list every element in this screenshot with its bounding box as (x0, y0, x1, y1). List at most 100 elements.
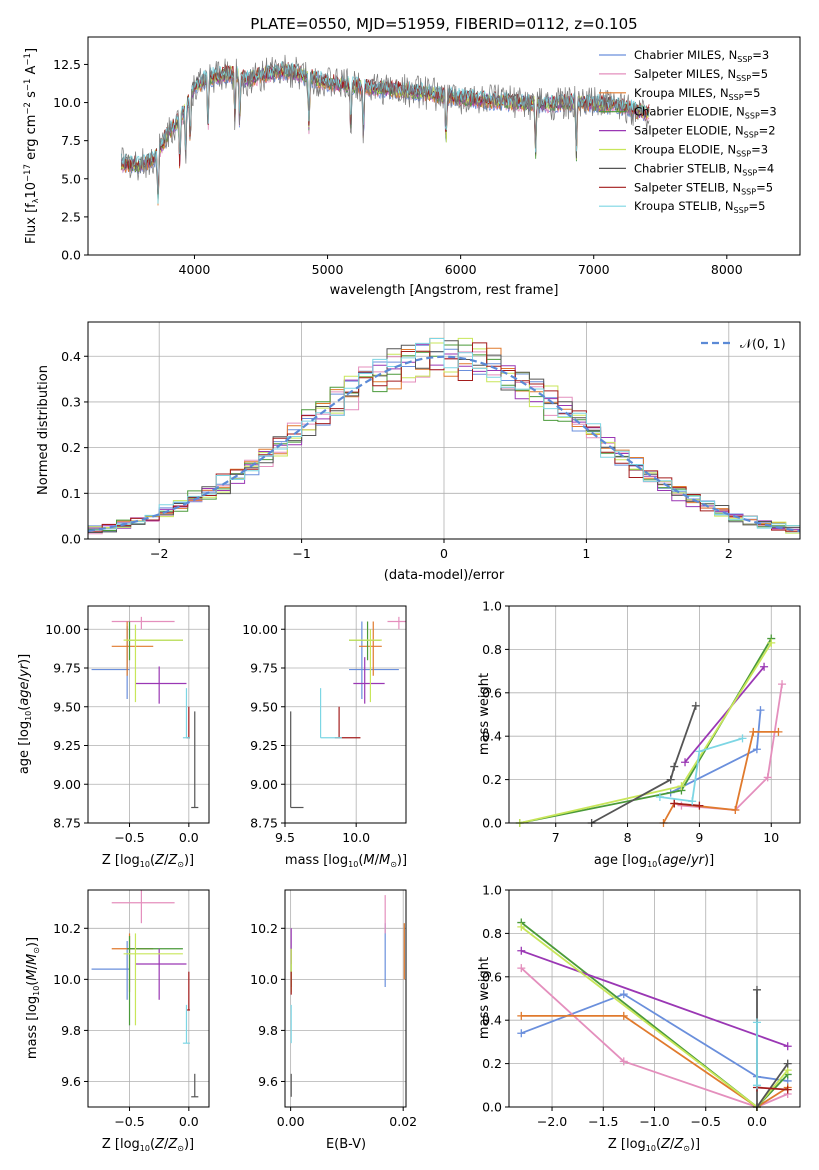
p2-ytick-label: 0.3 (61, 394, 81, 409)
p1-xtick-label: 5000 (312, 262, 344, 277)
p8-line-salpeter-elodie (520, 949, 789, 1048)
age-z-panel: −0.5 0.0 8.75 9.00 9.25 9.50 9.75 10.00 Z [log1… (17, 605, 210, 869)
legend-label-chabrier-stelib: Chabrier STELIB, NSSP=4 (634, 161, 774, 177)
p5-marker-chabrier-miles (752, 745, 761, 754)
p3-ytick-label: 9.25 (53, 738, 81, 753)
mass-z-ylabel: mass [log10(M/M⊙)] (25, 937, 41, 1059)
p5-marker-kroupa-stelib (655, 792, 664, 801)
p5-marker-kroupa-elodie (677, 782, 686, 791)
weight-age-xlabel-text: age [log (594, 853, 647, 868)
p5-marker-salpeter-stelib (695, 801, 704, 810)
p1-ytick-label: 7.5 (61, 133, 81, 148)
legend-label-chabrier-miles: Chabrier MILES, NSSP=3 (634, 48, 769, 64)
p2-xtick-label: 2 (725, 546, 733, 561)
legend-model-chabrier-stelib: Chabrier STELIB, N (634, 161, 742, 175)
p7-xtick-label: 0.02 (389, 1114, 417, 1129)
legend-n-salpeter-elodie: =2 (759, 124, 776, 138)
p4-ytick-label: 10.00 (242, 622, 278, 637)
legend-n-kroupa-miles: =5 (744, 86, 761, 100)
p8-xtick-label: −1.5 (588, 1114, 618, 1129)
weight-z-ylabel: mass weight (477, 957, 492, 1039)
p8-line-kroupa-miles (521, 1015, 789, 1109)
p3-xtick-label: 0.0 (179, 830, 199, 845)
p4-ytick-label: 9.50 (250, 699, 278, 714)
spectrum-panel: 4000 5000 6000 7000 8000 0.0 2.5 5.0 7.5 10.0 12.5… (23, 36, 801, 298)
p8-line-salpeter-stelib (756, 1086, 788, 1091)
legend-model-chabrier-elodie: Chabrier ELODIE, N (634, 105, 745, 119)
legend-n-salpeter-stelib: =5 (756, 180, 773, 194)
p8-ytick-label: 0.0 (482, 1100, 502, 1115)
p8-marker-salpeter-miles (517, 964, 526, 973)
p5-xtick-label: 7 (552, 830, 560, 845)
p8-xtick-label: 0.0 (747, 1114, 767, 1129)
legend-ssp: SSP (742, 168, 757, 177)
legend-ssp: SSP (729, 93, 744, 102)
p6-ytick-label: 9.8 (61, 1023, 81, 1038)
age-mass-xlabel-text: mass [log (285, 853, 348, 868)
legend-n-chabrier-elodie: =3 (760, 105, 777, 119)
mass-ebv-panel: 0.00 0.02 9.6 9.8 10.0 10.2 E(B-V) (250, 889, 417, 1152)
p8-ytick-label: 1.0 (482, 883, 502, 898)
p3-ytick-label: 9.50 (53, 699, 81, 714)
legend-model-salpeter-stelib: Salpeter STELIB, N (634, 180, 741, 194)
p2-ytick-label: 0.2 (61, 440, 81, 455)
legend-label-salpeter-miles: Salpeter MILES, NSSP=5 (634, 67, 768, 83)
p1-ytick-label: 12.5 (53, 57, 81, 72)
p8-ytick-label: 0.2 (482, 1056, 502, 1071)
histogram-kroupa-stelib (88, 338, 800, 531)
legend-ssp: SSP (744, 131, 759, 140)
legend-model-salpeter-miles: Salpeter MILES, N (634, 67, 736, 81)
p5-marker-kroupa-elodie (767, 638, 776, 647)
mass-z-panel: −0.5 0.0 9.6 9.8 10.0 10.2 Z [log10(Z/Z⊙)] ma… (25, 889, 210, 1153)
p2-xtick-label: 0 (440, 546, 448, 561)
p4-xtick-label: 10.0 (342, 830, 370, 845)
p8-ytick-label: 0.4 (482, 1013, 502, 1028)
p5-line-chabrier-stelib (591, 705, 697, 824)
p7-ytick-label: 10.0 (250, 972, 278, 987)
p4-ytick-label: 9.00 (250, 777, 278, 792)
p7-ytick-label: 9.6 (258, 1074, 278, 1089)
p6-xtick-label: −0.5 (114, 1114, 144, 1129)
legend-n-chabrier-stelib: =4 (757, 161, 774, 175)
p5-marker-chabrier-stelib (691, 701, 700, 710)
p8-marker-salpeter-stelib (783, 1085, 792, 1094)
p7-ytick-label: 10.2 (250, 921, 278, 936)
p7-ytick-label: 9.8 (258, 1023, 278, 1038)
p5-marker-chabrier-stelib (670, 762, 679, 771)
p5-ytick-label: 0.2 (482, 772, 502, 787)
p3-ytick-label: 8.75 (53, 816, 81, 831)
p5-ytick-label: 0.0 (482, 816, 502, 831)
residual-ylabel: Normed distribution (36, 365, 51, 495)
spectrum-data-line (120, 54, 650, 195)
normal-legend: 𝒩(0, 1) (701, 336, 786, 351)
p5-marker-kroupa-miles (749, 727, 758, 736)
figure-title: PLATE=0550, MJD=51959, FIBERID=0112, z=0… (250, 15, 637, 33)
p2-xtick-label: 1 (582, 546, 590, 561)
p8-xtick-label: −2.0 (537, 1114, 567, 1129)
p4-ytick-label: 9.75 (250, 661, 278, 676)
legend-label-salpeter-elodie: Salpeter ELODIE, NSSP=2 (634, 124, 776, 140)
age-mass-panel: 9.5 10.0 8.75 9.00 9.25 9.50 9.75 10.00 mass [l… (242, 605, 407, 869)
age-z-ylabel: age [log10(age/yr)] (17, 654, 33, 774)
age-z-ylabel-text: age [log (17, 721, 32, 774)
age-z-xlabel: Z [log10(Z/Z⊙)] (102, 853, 194, 869)
age-z-xlabel-text: Z [log (102, 853, 140, 868)
p5-marker-kroupa-miles (731, 805, 740, 814)
p3-xtick-label: −0.5 (114, 830, 144, 845)
weight-age-ylabel: mass weight (477, 673, 492, 755)
p6-ytick-label: 10.0 (53, 972, 81, 987)
p8-marker-salpeter-miles (619, 1057, 628, 1066)
p6-ytick-label: 9.6 (61, 1074, 81, 1089)
normal-curve (88, 355, 800, 533)
weight-z-panel: −2.0 −1.5 −1.0 −0.5 0.0 0.0 0.2 0.4 0.6 0.8 1.0 Z … (477, 883, 801, 1153)
residual-xlabel: (data-model)/error (384, 568, 505, 583)
p5-marker-kroupa-miles (774, 727, 783, 736)
legend-ssp: SSP (737, 55, 752, 64)
p5-line-salpeter-stelib (674, 802, 700, 807)
legend-ssp: SSP (741, 187, 756, 196)
mass-z-ylabel-text: mass [log (25, 996, 40, 1059)
p1-xtick-label: 8000 (711, 262, 743, 277)
p2-ytick-label: 0.1 (61, 486, 81, 501)
p3-ytick-label: 9.75 (53, 661, 81, 676)
